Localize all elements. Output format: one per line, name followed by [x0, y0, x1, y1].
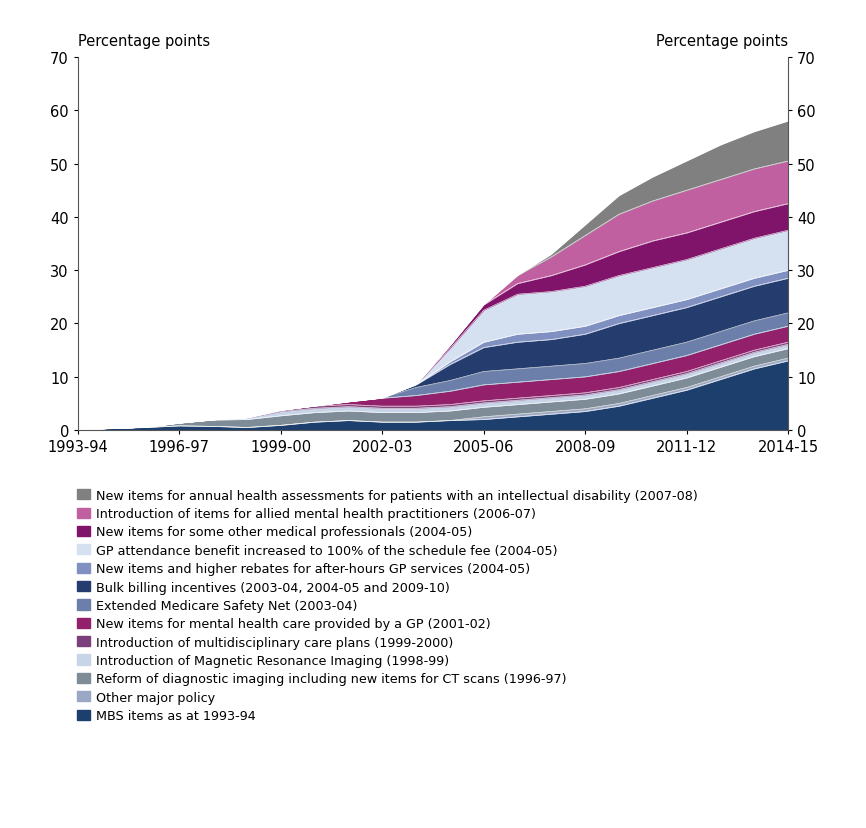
Text: Percentage points: Percentage points [656, 34, 788, 49]
Text: Percentage points: Percentage points [78, 34, 210, 49]
Legend: New items for annual health assessments for patients with an intellectual disabi: New items for annual health assessments … [77, 489, 698, 722]
